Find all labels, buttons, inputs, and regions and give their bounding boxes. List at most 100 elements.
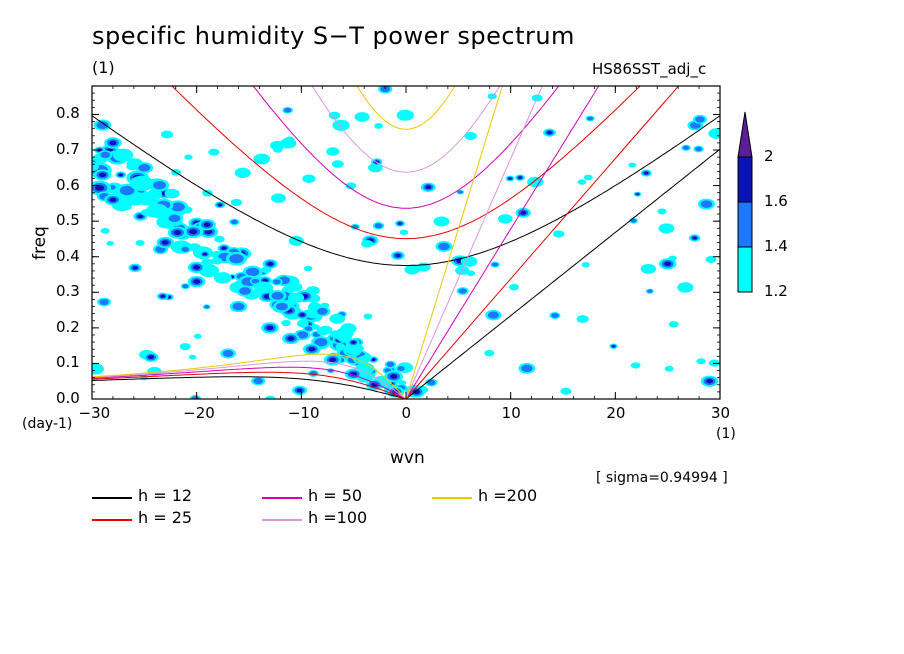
speckle [264, 395, 276, 399]
curve-kelvin-h12 [405, 148, 720, 399]
curve-kelvin-h200 [405, 86, 503, 399]
legend-swatch [262, 497, 302, 499]
speckle [328, 111, 341, 120]
curve-ig-h25 [171, 86, 641, 240]
speckle [160, 130, 174, 139]
speckle [700, 200, 713, 208]
speckle [331, 160, 344, 168]
speckle [132, 266, 138, 270]
band-cell [245, 267, 260, 277]
speckle [518, 176, 523, 179]
band-cell [351, 340, 356, 344]
y-tick-label: 0.8 [56, 104, 80, 123]
curve-kelvin-h25 [405, 86, 680, 399]
band-cell [262, 278, 268, 283]
speckle [271, 193, 286, 203]
curve-ig-h100 [311, 86, 501, 173]
band-cell [112, 148, 134, 162]
band-cell [168, 214, 181, 223]
speckle [682, 145, 690, 150]
speckle [363, 313, 373, 320]
speckle [695, 146, 703, 152]
colorbar-label: 2 [764, 147, 774, 165]
speckle [361, 239, 374, 248]
speckle [546, 130, 553, 135]
speckle [497, 214, 513, 224]
axis-ticks [91, 86, 721, 400]
colorbar-label: 1.6 [764, 192, 788, 210]
speckle [708, 128, 720, 139]
speckle [374, 123, 383, 129]
y-tick-label: 0.2 [56, 317, 80, 336]
speckle [204, 305, 210, 309]
speckle [135, 240, 145, 246]
power-shading [92, 86, 720, 399]
speckle [628, 162, 637, 168]
curve-er-h200 [92, 353, 407, 399]
curve-kelvin-h50 [405, 86, 600, 399]
band-cell [211, 257, 223, 265]
speckle [508, 177, 512, 180]
speckle [630, 218, 637, 223]
sigma-label: [ sigma=0.94994 ] [596, 470, 728, 486]
speckle [217, 203, 223, 207]
speckle [380, 86, 391, 93]
peak-region [287, 336, 295, 341]
speckle [374, 223, 383, 229]
legend-swatch [432, 497, 472, 499]
speckle [222, 349, 234, 357]
speckle [182, 284, 189, 289]
band-cell [118, 173, 123, 177]
speckle [587, 116, 594, 121]
y-tick-label: 0.0 [56, 389, 80, 407]
band-cell [189, 229, 198, 235]
peak-region [412, 389, 420, 395]
speckle [643, 171, 649, 175]
speckle [527, 176, 544, 188]
peak-region [193, 265, 201, 270]
speckle [425, 185, 432, 190]
band-cell [344, 342, 364, 355]
speckle [551, 313, 559, 318]
band-cell [214, 235, 225, 243]
colorbar [737, 111, 753, 293]
peak-region [109, 140, 117, 146]
speckle [636, 193, 640, 196]
speckle [296, 388, 303, 393]
speckle [368, 163, 383, 173]
speckle [284, 107, 292, 113]
speckle [188, 354, 197, 360]
speckle [576, 315, 589, 323]
band-cell [361, 354, 373, 362]
band-cell [261, 266, 272, 274]
band-cell [267, 262, 274, 266]
legend-swatch [92, 519, 132, 521]
peak-region [138, 163, 151, 172]
band-cell [173, 230, 182, 236]
speckle [302, 174, 316, 183]
speckle [657, 208, 667, 215]
band-cell [181, 246, 190, 252]
band-cell [201, 258, 214, 266]
y-axis-units: (day-1) [22, 416, 73, 432]
speckle [234, 167, 251, 178]
band-cell [271, 291, 284, 300]
speckle [191, 396, 200, 399]
x-tick-label: 30 [711, 404, 731, 422]
speckle [487, 311, 499, 319]
band-cell [275, 302, 288, 311]
band-cell [221, 246, 227, 250]
band-cell [170, 202, 185, 212]
colorbar-label: 1.4 [764, 237, 788, 255]
speckle [664, 365, 674, 372]
speckle [692, 236, 697, 240]
speckle [553, 230, 565, 238]
speckle [270, 140, 286, 151]
y-axis-label: freq [30, 226, 50, 260]
speckle [208, 148, 220, 156]
speckle [509, 283, 520, 291]
band-cell [296, 319, 309, 328]
speckle [438, 242, 450, 251]
band-cell [204, 229, 213, 235]
x-axis-label: wvn [390, 448, 425, 468]
